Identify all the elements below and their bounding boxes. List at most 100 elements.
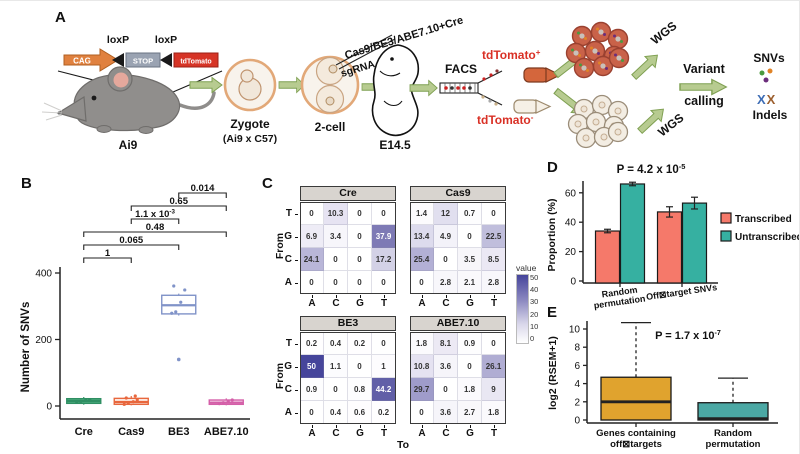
embryo-outline	[371, 44, 420, 137]
legend-swatch	[720, 212, 732, 224]
facs-split-line	[477, 70, 503, 84]
axis-tick	[446, 295, 447, 298]
tdtomato-positive-label: tdTomato+	[482, 48, 541, 62]
heatmap-cell: 0.8	[348, 378, 372, 401]
snv-dot	[613, 34, 616, 38]
axis-tick	[295, 343, 298, 345]
indels-label: Indels	[753, 108, 788, 122]
loxp-left-label: loxP	[107, 34, 129, 46]
x-category-label: Cre	[75, 426, 93, 438]
heatmap-cell: 12	[434, 202, 458, 225]
heatmap-col-label: T	[490, 428, 498, 439]
heatmap-cell: 1.4	[410, 202, 434, 225]
snv-dot	[578, 54, 581, 57]
heatmap-cell: 0	[410, 271, 434, 294]
heatmap-col-label: T	[490, 298, 498, 309]
axis-tick	[295, 282, 298, 284]
data-point	[88, 398, 92, 402]
heatmap-row-label: T	[285, 337, 292, 349]
heatmap-cell: 24.1	[300, 248, 324, 271]
zygote-cross-label: (Ai9 x C57)	[223, 133, 277, 145]
heatmap-cell: 0.4	[324, 332, 348, 355]
legend-tick-label: 50	[530, 273, 539, 282]
snv-dot	[571, 48, 574, 52]
mouse-eye	[91, 95, 97, 101]
axis-tick	[312, 425, 313, 428]
pvalue-bracket	[83, 231, 227, 237]
facs-cell-dot	[494, 102, 498, 106]
data-point	[179, 300, 183, 304]
cell-nucleus	[580, 105, 588, 113]
facs-cell-dot	[450, 86, 454, 90]
snv-dot	[598, 61, 601, 65]
heatmap-col-label: G	[356, 298, 364, 309]
tdtomato-pos-base: tdTomato	[482, 48, 536, 62]
heatmap-col-label: A	[418, 298, 426, 309]
heatmap-cell: 0	[324, 248, 348, 271]
heatmap-cell: 0	[324, 378, 348, 401]
x-category-label: BE3	[168, 426, 189, 438]
mouse-foot	[138, 126, 154, 134]
mouse-whisker	[43, 102, 63, 112]
data-point	[170, 311, 174, 315]
legend-tick-label: 20	[530, 309, 539, 319]
heatmap-cell: 6.9	[300, 225, 324, 248]
heatmap-cell: 1.8	[482, 401, 506, 424]
data-point	[135, 398, 139, 402]
injection-needle	[335, 34, 393, 66]
heatmap-cell: 17.2	[372, 248, 396, 271]
snv-dot	[614, 53, 617, 57]
heatmap-cell: 37.9	[372, 225, 396, 248]
data-point	[226, 399, 230, 403]
heatmap-cell: 3.6	[434, 355, 458, 378]
heatmap-cell: 0	[410, 401, 434, 424]
heatmap-cell: 0	[434, 248, 458, 271]
axis-tick	[295, 259, 298, 261]
pvalue-label: 0.48	[146, 222, 165, 233]
data-point	[84, 398, 88, 402]
heatmap-title: ABE7.10	[410, 316, 506, 331]
flow-arrow	[189, 77, 223, 93]
axis-tick	[295, 412, 298, 414]
axis-tick	[422, 295, 423, 298]
heatmap-cell: 0	[458, 355, 482, 378]
heatmap-cell: 0.7	[458, 202, 482, 225]
data-point	[172, 284, 176, 288]
from-axis-label: From	[274, 362, 286, 390]
tdtomato-cassette-label: tdTomato	[180, 59, 211, 66]
y-axis-title: log2 (RSEM+1)	[547, 336, 559, 410]
cell-nucleus	[592, 118, 600, 126]
tdtomato-positive-cells	[565, 21, 630, 79]
heatmap-col-label: C	[332, 428, 340, 439]
legend-tick-label: 40	[530, 285, 539, 295]
heatmap-cell: 9	[482, 378, 506, 401]
pvalue-label: 0.065	[119, 235, 143, 246]
axis-tick	[470, 295, 471, 298]
facs-cell-dot	[481, 95, 485, 99]
heatmap-cell: 3.4	[324, 225, 348, 248]
legend-label: Untranscribed	[735, 232, 800, 243]
axis-tick	[446, 425, 447, 428]
heatmap-col-label: A	[308, 298, 316, 309]
heatmap-cell: 25.4	[410, 248, 434, 271]
panel-c-label: C	[262, 175, 273, 192]
heatmap-cell: 10.3	[324, 202, 348, 225]
cell-nucleus	[598, 101, 606, 109]
x-category-label: off⊠targets	[610, 439, 662, 450]
snv-dot	[603, 33, 606, 36]
snv-dot	[605, 67, 608, 70]
tdtomato-neg-sign: -	[531, 113, 534, 122]
heatmap-cell: 1.1	[324, 355, 348, 378]
heatmap-col-label: T	[380, 428, 388, 439]
embryo-eye	[390, 57, 394, 61]
heatmap-col-label: A	[418, 428, 426, 439]
snv-dot	[579, 63, 582, 67]
bar	[656, 211, 683, 284]
heatmap-cell: 26.1	[482, 355, 506, 378]
cell-nucleus	[598, 29, 604, 35]
nucleus	[325, 96, 335, 106]
cell-nucleus	[592, 48, 598, 54]
pvalue-bracket	[83, 244, 180, 250]
y-tick-label: 4	[574, 379, 580, 390]
snv-dot	[586, 69, 589, 72]
